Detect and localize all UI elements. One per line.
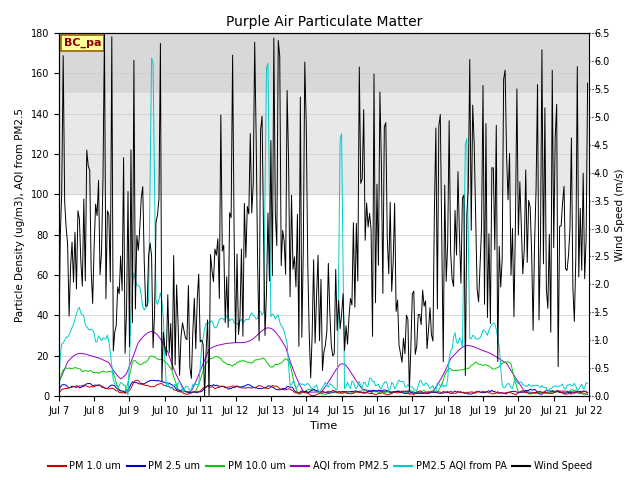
Text: BC_pa: BC_pa — [64, 37, 102, 48]
Legend: PM 1.0 um, PM 2.5 um, PM 10.0 um, AQI from PM2.5, PM2.5 AQI from PA, Wind Speed: PM 1.0 um, PM 2.5 um, PM 10.0 um, AQI fr… — [44, 457, 596, 475]
Y-axis label: Wind Speed (m/s): Wind Speed (m/s) — [615, 168, 625, 261]
X-axis label: Time: Time — [310, 421, 337, 432]
Bar — [59, 94, 589, 194]
Y-axis label: Particle Density (ug/m3), AQI from PM2.5: Particle Density (ug/m3), AQI from PM2.5 — [15, 108, 25, 322]
Bar — [59, 33, 589, 94]
Title: Purple Air Particulate Matter: Purple Air Particulate Matter — [226, 15, 422, 29]
